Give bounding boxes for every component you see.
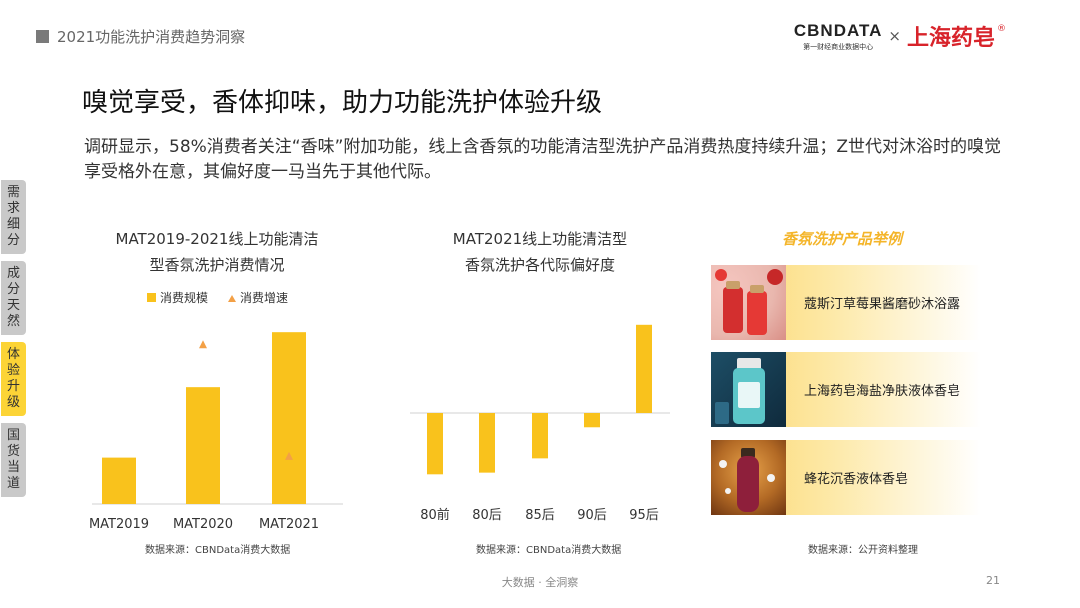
- example-item: 蜂花沉香液体香皂: [711, 440, 981, 515]
- chart1-tick-label: MAT2020: [173, 517, 233, 532]
- example-label: 蜂花沉香液体香皂: [804, 472, 909, 487]
- bar-preference-95后: [636, 324, 652, 413]
- brand-logos: CBNDATA 第一财经商业数据中心 × 上海药皂 ®: [794, 20, 1006, 52]
- legend-bar-swatch: [147, 293, 156, 302]
- chart1-tick-label: MAT2021: [259, 517, 319, 532]
- chart1-title-line1: MAT2019-2021线上功能清洁: [116, 230, 319, 248]
- chart2-tick-label: 80后: [472, 508, 502, 523]
- chart1-tick-label: MAT2019: [89, 517, 149, 532]
- examples-source: 数据来源：公开资料整理: [808, 545, 918, 556]
- nav-tab-natural[interactable]: 成分天然: [1, 261, 26, 335]
- bar-preference-85后: [532, 413, 548, 459]
- example-item: 上海药皂海盐净肤液体香皂: [711, 352, 981, 427]
- slide-description: 调研显示，58%消费者关注“香味”附加功能，线上含香氛的功能清洁型洗护产品消费热…: [84, 137, 1002, 182]
- bar-consumption-MAT2020: [186, 387, 220, 504]
- shanghai-soap-logo: 上海药皂: [906, 26, 995, 51]
- bar-consumption-MAT2021: [272, 332, 306, 504]
- chart1-source: 数据来源：CBNData消费大数据: [145, 545, 291, 556]
- example-item: 蔻斯汀草莓果酱磨砂沐浴露: [711, 265, 981, 340]
- nav-tab-domestic[interactable]: 国货当道: [1, 423, 26, 497]
- chart2-title-line1: MAT2021线上功能清洁型: [453, 230, 627, 248]
- times-sign: ×: [888, 27, 901, 45]
- registered-mark: ®: [997, 24, 1006, 34]
- chart2-tick-label: 90后: [577, 508, 607, 523]
- chart2-tick-label: 85后: [525, 508, 555, 523]
- page-number: 21: [986, 574, 1000, 587]
- consumption-chart: MAT2019-2021线上功能清洁 型香氛洗护消费情况 消费规模 消费增速 M…: [89, 230, 343, 532]
- side-nav: 需求细分 成分天然 体验升级 国货当道: [1, 180, 26, 504]
- growth-marker-MAT2021: [285, 451, 293, 460]
- bar-preference-90后: [584, 413, 600, 428]
- footer-tagline: 大数据 · 全洞察: [501, 576, 579, 589]
- agarwood-soap-photo: [711, 440, 786, 515]
- bar-consumption-MAT2019: [102, 457, 136, 504]
- chart2-title-line2: 香氛洗护各代际偏好度: [465, 256, 615, 274]
- example-label: 上海药皂海盐净肤液体香皂: [804, 384, 961, 399]
- legend-triangle-label: 消费增速: [240, 291, 288, 305]
- chart2-tick-label: 80前: [420, 507, 450, 523]
- generation-preference-chart: MAT2021线上功能清洁型 香氛洗护各代际偏好度 80前 80后 85后 90后 95…: [410, 230, 670, 523]
- cbndata-logo: CBNDATA 第一财经商业数据中心: [793, 20, 883, 51]
- nav-tab-demand[interactable]: 需求细分: [1, 180, 26, 254]
- growth-marker-MAT2020: [199, 340, 207, 349]
- chart1-title-line2: 型香氛洗护消费情况: [149, 256, 284, 274]
- sea-salt-soap-photo: [711, 352, 786, 427]
- header-square-icon: [36, 30, 49, 43]
- report-header: 2021功能洗护消费趋势洞察: [36, 26, 245, 47]
- strawberry-bodywash-photo: [711, 265, 786, 340]
- examples-title: 香氛洗护产品举例: [781, 230, 902, 248]
- bar-preference-80前: [427, 413, 443, 475]
- legend-bar-label: 消费规模: [160, 290, 208, 305]
- chart2-tick-label: 95后: [629, 508, 659, 523]
- bar-preference-80后: [479, 413, 495, 473]
- chart1-legend: 消费规模 消费增速: [147, 290, 288, 305]
- report-title: 2021功能洗护消费趋势洞察: [57, 28, 246, 46]
- nav-tab-experience[interactable]: 体验升级: [1, 342, 26, 416]
- example-label: 蔻斯汀草莓果酱磨砂沐浴露: [804, 297, 961, 312]
- slide-title: 嗅觉享受，香体抑味，助力功能洗护体验升级: [82, 88, 603, 118]
- chart2-source: 数据来源：CBNData消费大数据: [476, 545, 622, 556]
- legend-triangle-swatch: [228, 295, 236, 302]
